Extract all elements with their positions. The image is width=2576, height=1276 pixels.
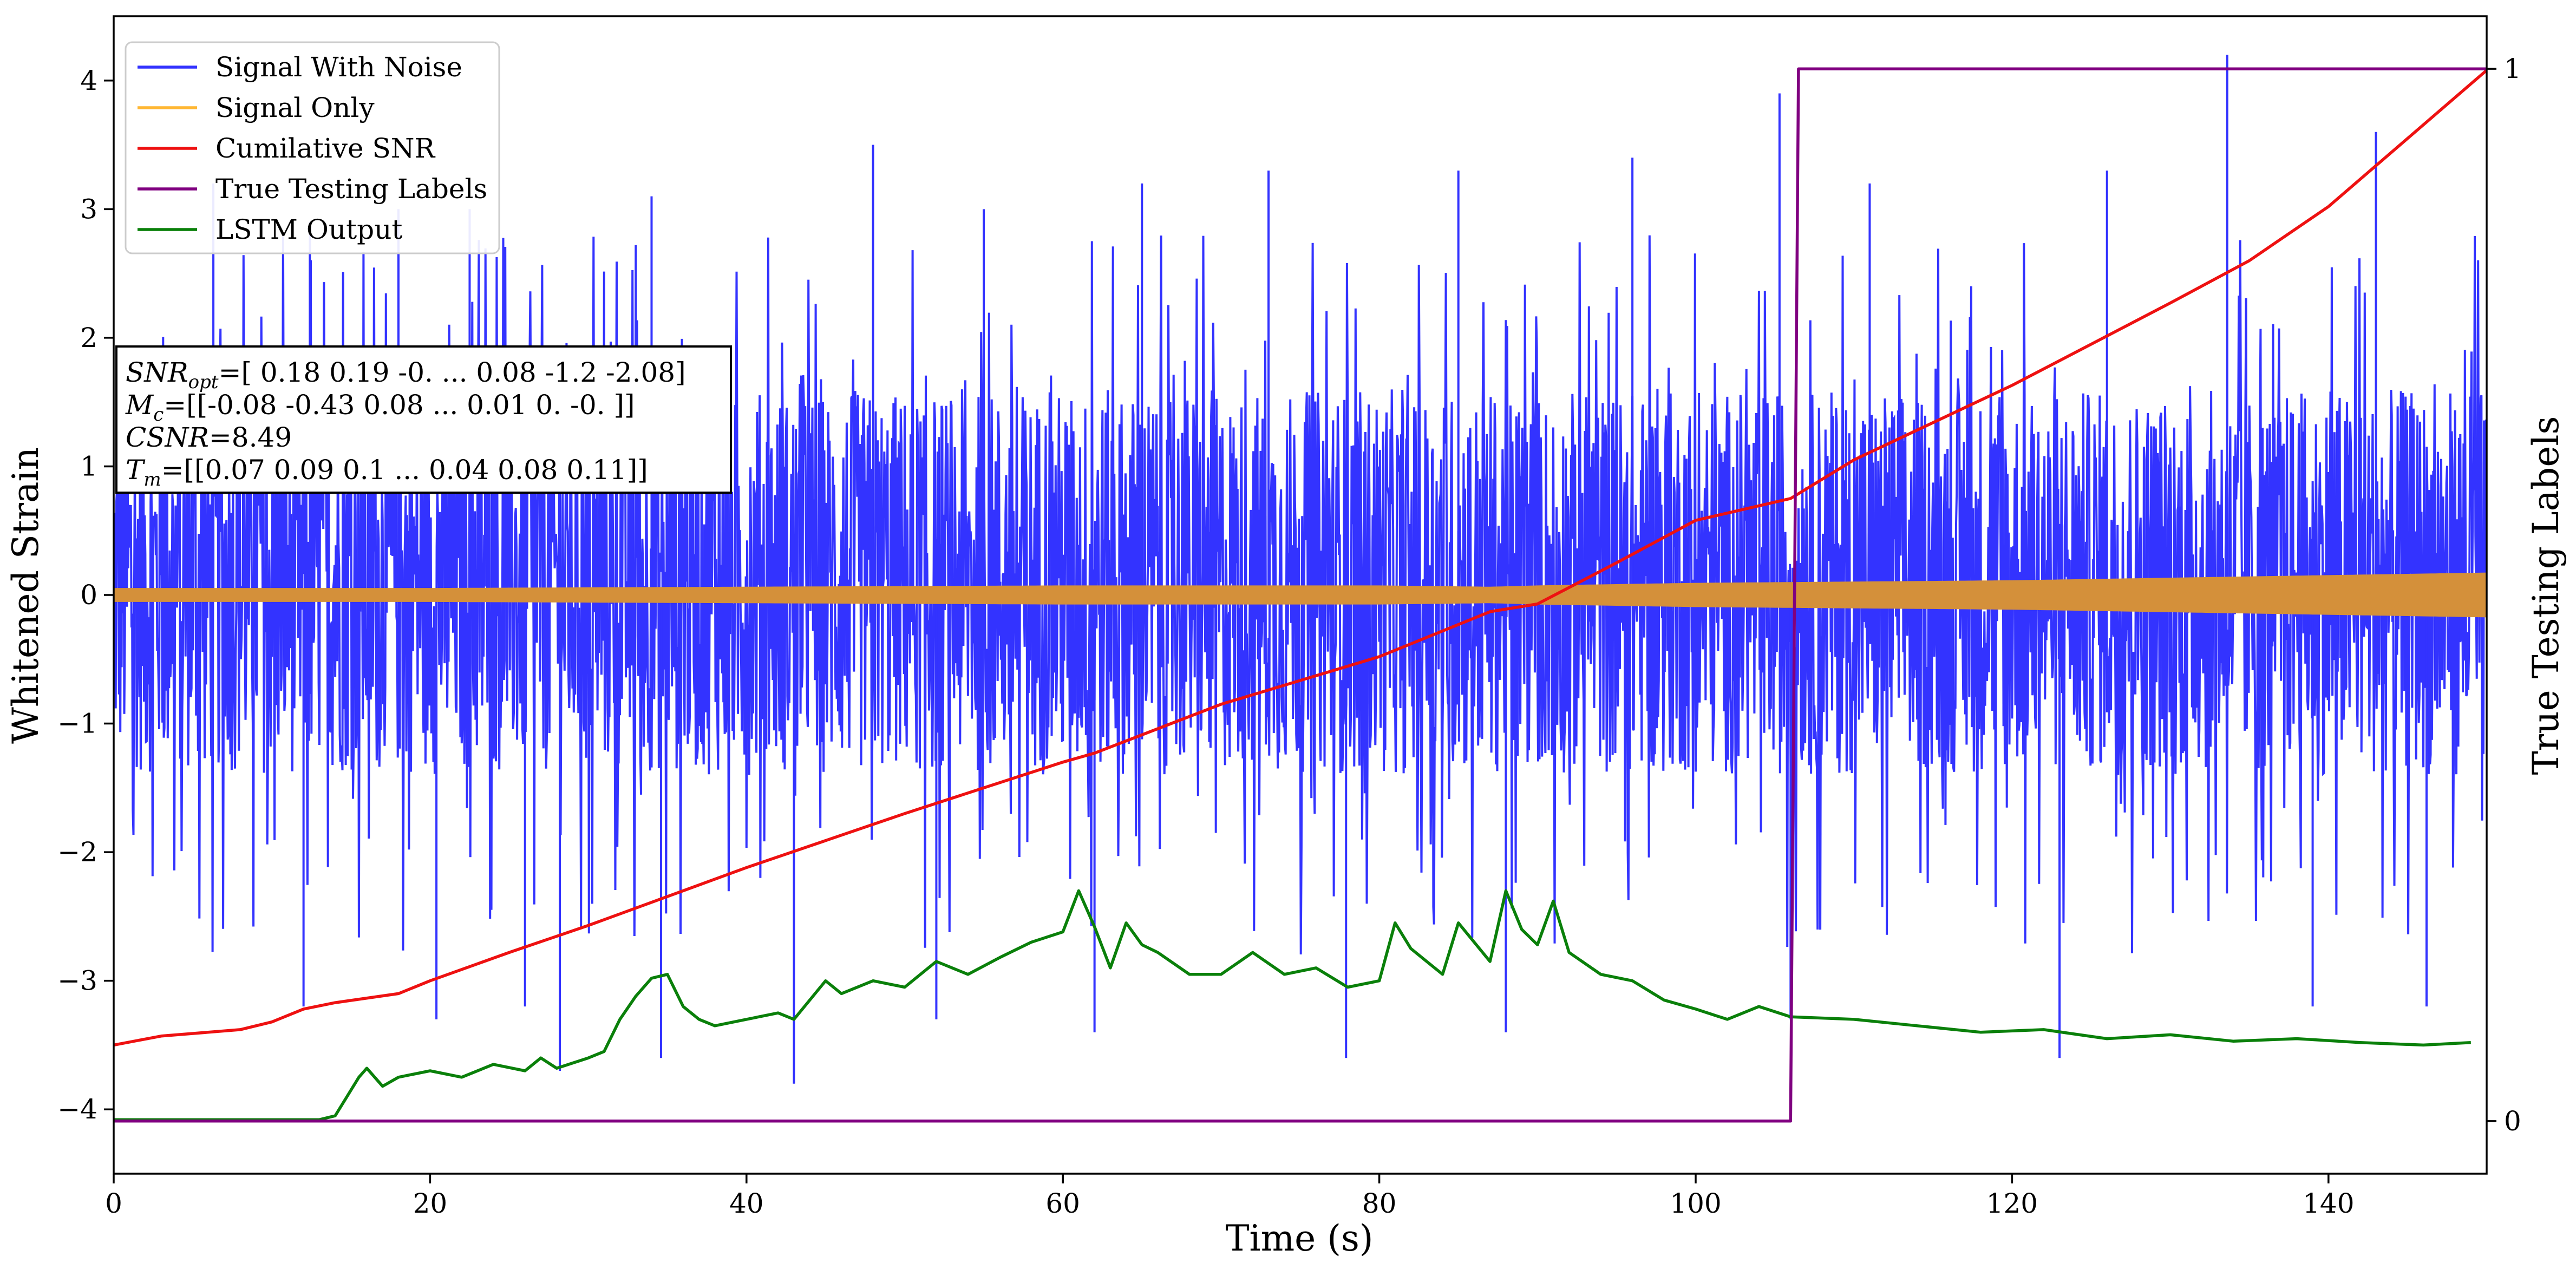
y-tick-label: 3 (80, 193, 97, 225)
y2-axis-ticks: 01 (2487, 53, 2521, 1137)
y-tick-label: 0 (80, 579, 97, 611)
y-tick-label: −3 (57, 965, 97, 997)
cumilative-snr-line (114, 69, 2487, 1047)
y2-tick-label: 0 (2504, 1105, 2521, 1137)
annotation-frame (115, 345, 732, 494)
y-tick-label: 4 (80, 65, 97, 96)
annotation-box: SNRopt=[ 0.18 0.19 -0. ... 0.08 -1.2 -2.… (115, 345, 732, 494)
x-tick-label: 0 (105, 1188, 122, 1219)
legend-label: Signal With Noise (215, 51, 462, 83)
y-tick-label: −1 (57, 708, 97, 740)
y-tick-label: −2 (57, 836, 97, 868)
x-axis-label: Time (s) (1225, 1218, 1373, 1259)
y2-axis-label: True Testing Labels (2525, 416, 2567, 775)
legend-box (125, 41, 500, 254)
signal-only-series (114, 572, 2487, 618)
x-tick-label: 40 (729, 1188, 764, 1219)
y-tick-label: −4 (57, 1094, 97, 1125)
x-tick-label: 140 (2303, 1188, 2354, 1219)
x-tick-label: 60 (1045, 1188, 1080, 1219)
annotation-line-tm: Tm=[[0.07 0.09 0.1 ... 0.04 0.08 0.11]] (126, 454, 648, 490)
y-axis-ticks: −4 −3 −2 −1 0 1 2 3 4 (57, 65, 114, 1125)
annotation-line-snr-opt: SNRopt=[ 0.18 0.19 -0. ... 0.08 -1.2 -2.… (126, 357, 686, 393)
annotation-line-csnr: CSNR=8.49 (126, 422, 292, 453)
y-tick-label: 2 (80, 322, 97, 354)
x-tick-label: 120 (1986, 1188, 2038, 1219)
x-tick-label: 20 (413, 1188, 448, 1219)
x-tick-label: 100 (1670, 1188, 1721, 1219)
legend-label: True Testing Labels (215, 173, 487, 205)
y2-tick-label: 1 (2504, 53, 2521, 84)
y-tick-label: 1 (80, 450, 97, 482)
legend: Signal With Noise Signal Only Cumilative S… (125, 41, 500, 254)
signal-with-noise-series (114, 55, 2487, 1084)
plot-area (114, 55, 2487, 1123)
x-axis-ticks: 0 20 40 60 80 100 120 140 (105, 1174, 2355, 1219)
signal-only-band (114, 572, 2487, 618)
legend-label: Cumilative SNR (215, 133, 435, 164)
lstm-output-line (114, 889, 2471, 1121)
annotation-line-mc: Mc=[[-0.08 -0.43 0.08 ... 0.01 0. -0. ]] (125, 389, 635, 426)
true-testing-labels-line (114, 67, 2487, 1123)
legend-label: Signal Only (215, 92, 375, 123)
line-series-group (114, 67, 2487, 1123)
legend-label: LSTM Output (215, 214, 402, 245)
y-axis-label: Whitened Strain (5, 447, 47, 744)
x-tick-label: 80 (1362, 1188, 1397, 1219)
